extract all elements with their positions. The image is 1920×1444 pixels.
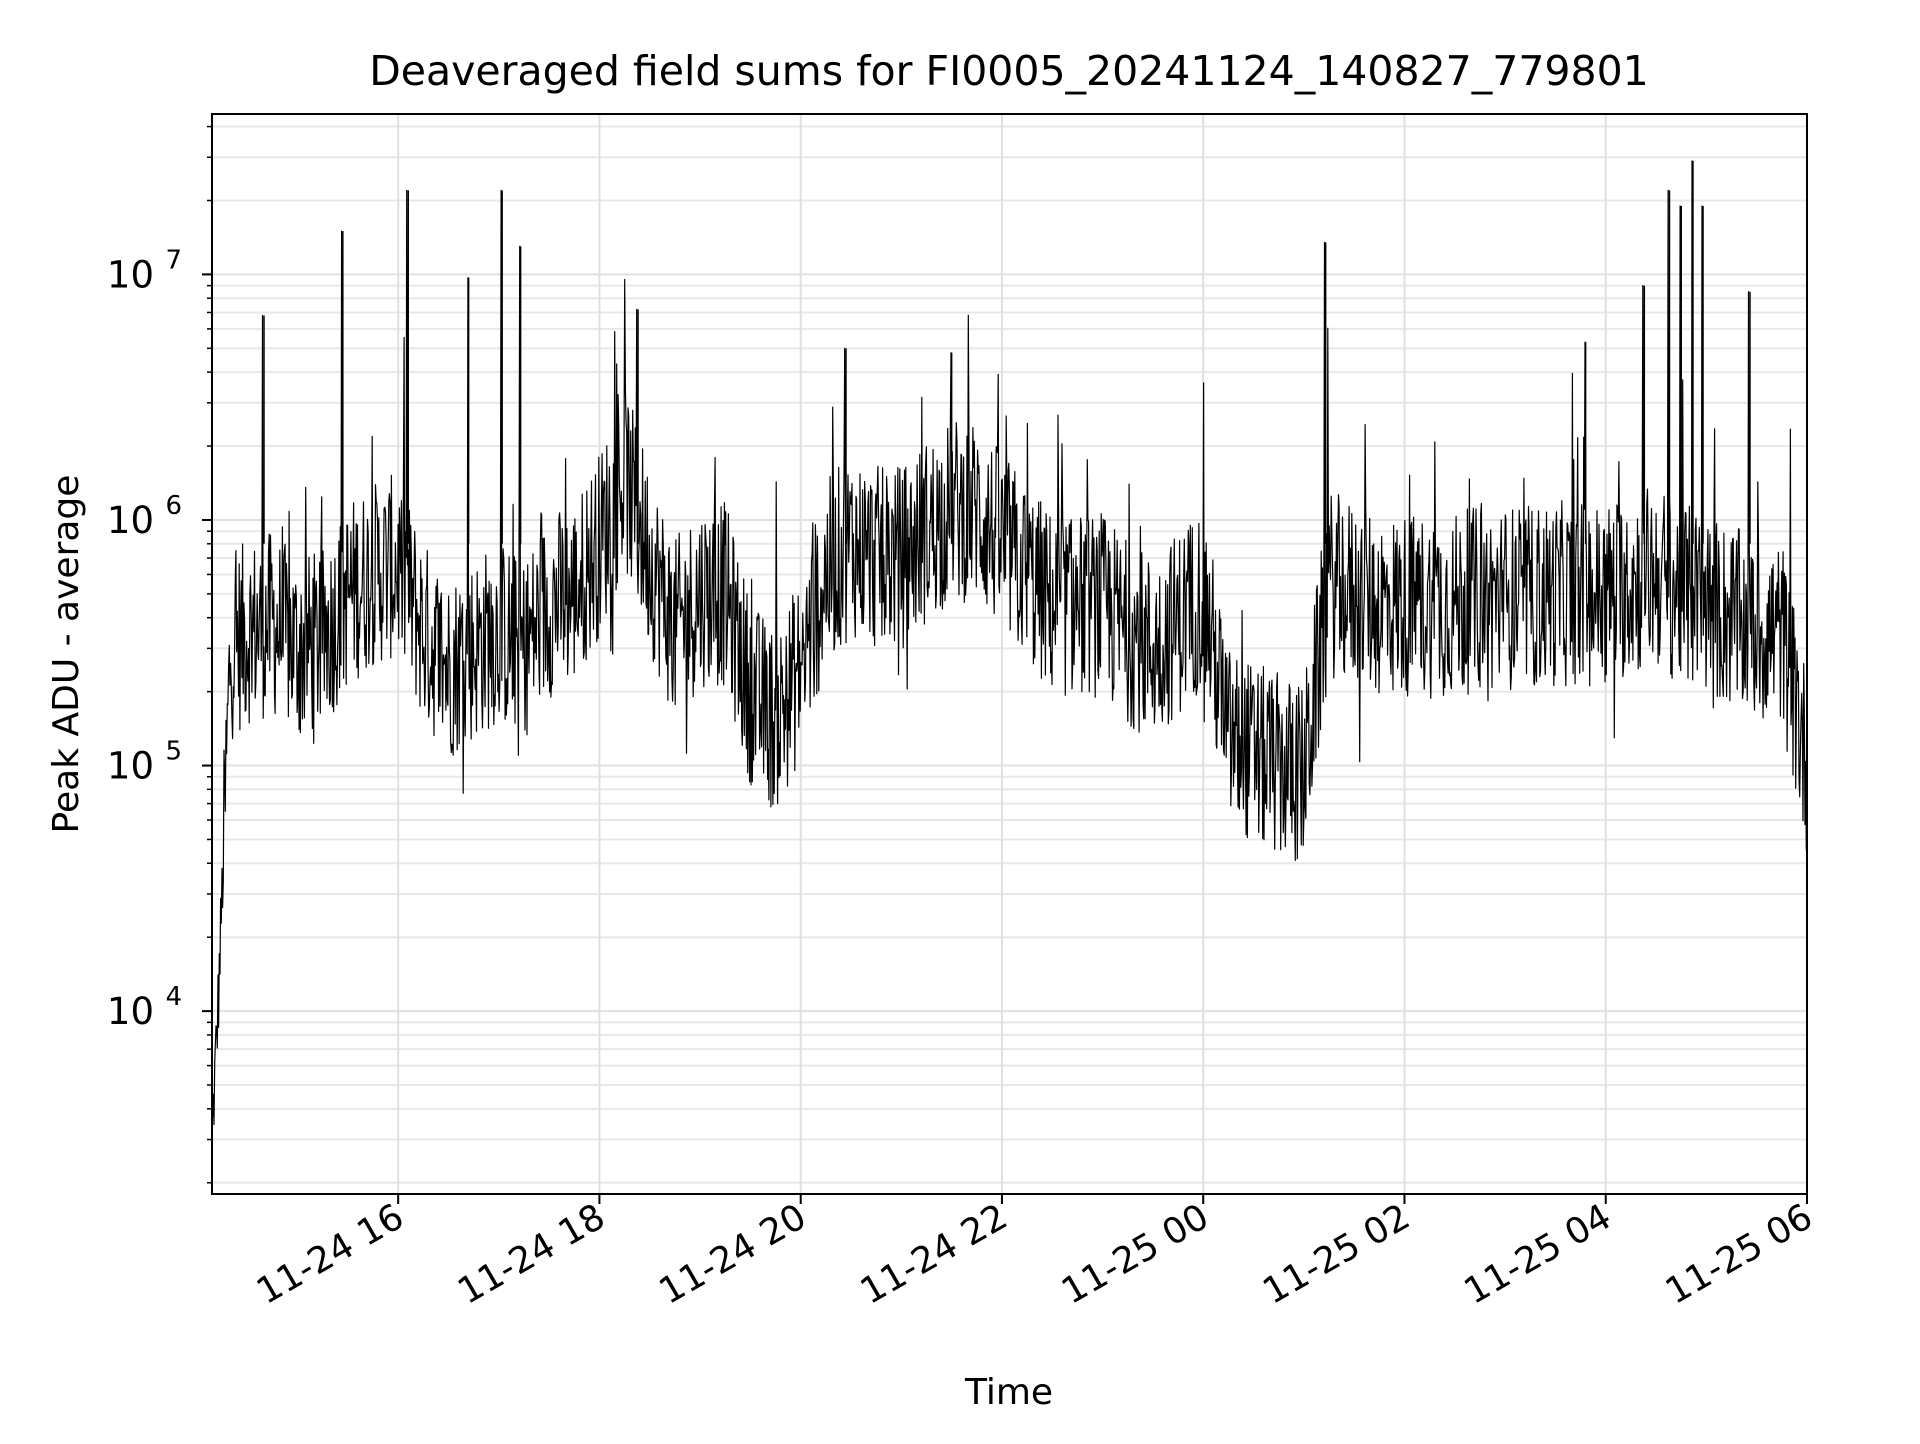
y-tick-label: 10 [107, 745, 154, 788]
data-series [211, 160, 1808, 1126]
y-tick-label: 10 [107, 499, 154, 542]
plot-frame [211, 113, 1808, 1195]
y-tick-label: 10 [107, 253, 154, 296]
y-tick-label-exponent: 5 [165, 737, 182, 767]
y-tick-label: 10 [107, 990, 154, 1033]
chart-title: Deaveraged field sums for FI0005_2024112… [369, 47, 1649, 95]
y-axis-label: Peak ADU - average [46, 475, 87, 834]
y-tick-label-exponent: 6 [165, 491, 182, 521]
y-tick-label-exponent: 7 [165, 245, 182, 275]
y-tick-label-exponent: 4 [165, 982, 182, 1012]
series-line [211, 160, 1808, 1126]
x-axis-label: Time [964, 1372, 1053, 1413]
